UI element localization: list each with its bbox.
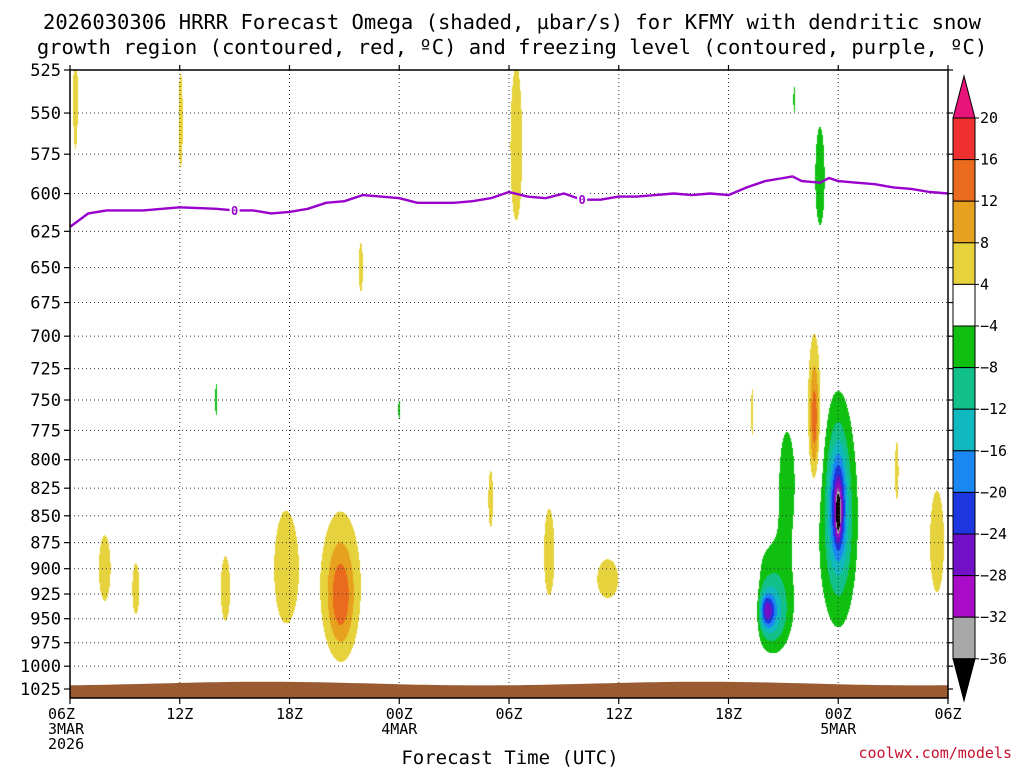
x-tick-label: 18Z — [715, 705, 742, 723]
colorbar-bin — [952, 283, 976, 327]
colorbar-bin — [952, 159, 976, 202]
chart-title-line-1: 2026030306 HRRR Forecast Omega (shaded, … — [43, 10, 982, 34]
y-tick-label: 575 — [30, 145, 61, 165]
ground-surface-fill — [70, 681, 948, 698]
colorbar-top-arrow — [952, 74, 976, 119]
y-tick-label: 550 — [30, 104, 61, 124]
freezing-level-label: 0 — [231, 204, 238, 218]
y-tick-label: 875 — [30, 534, 61, 554]
colorbar-label: −12 — [980, 400, 1007, 418]
omega-shaded-field — [70, 70, 948, 698]
x-tick-label: 3MAR — [48, 720, 85, 738]
y-tick-label: 675 — [30, 294, 61, 314]
y-tick-label: 900 — [30, 560, 61, 580]
colorbar-bin — [952, 616, 976, 660]
colorbar-label: 20 — [980, 109, 998, 127]
freezing-label-bg — [577, 192, 588, 207]
colorbar-label: −20 — [980, 483, 1007, 501]
y-tick-label: 925 — [30, 585, 61, 605]
y-tick-label: 775 — [30, 421, 61, 441]
colorbar-bin — [952, 200, 976, 244]
chart-title-line-2: growth region (contoured, red, ºC) and f… — [37, 35, 987, 59]
y-tick-label: 800 — [30, 451, 61, 471]
colorbar-label: 8 — [980, 234, 989, 252]
x-tick-label: 00Z — [825, 705, 852, 723]
x-tick-label: 12Z — [605, 705, 632, 723]
omega-colorbar: 20 16 12 8 4 −4 −8 −12 −16 −20 −24 −28 −32 −36 — [952, 74, 1007, 703]
colorbar-bin — [952, 325, 976, 369]
freezing-level-contour: 00 — [70, 175, 948, 228]
colorbar-bin — [952, 491, 976, 535]
freezing-level-line — [70, 175, 948, 228]
source-credit: coolwx.com/models — [858, 744, 1012, 762]
colorbar-bottom-arrow — [952, 658, 976, 703]
x-tick-label: 4MAR — [381, 720, 418, 738]
colorbar-label: −32 — [980, 608, 1007, 626]
x-tick-label: 06Z — [934, 705, 961, 723]
y-tick-label: 950 — [30, 610, 61, 630]
y-tick-label: 850 — [30, 507, 61, 527]
colorbar-label: 12 — [980, 192, 998, 210]
ground-surface — [70, 681, 948, 698]
colorbar-label: −28 — [980, 567, 1007, 585]
y-tick-label: 825 — [30, 479, 61, 499]
colorbar-bin — [952, 367, 976, 410]
x-tick-label: 12Z — [166, 705, 193, 723]
colorbar-label: −8 — [980, 359, 998, 377]
x-tick-label: 18Z — [276, 705, 303, 723]
colorbar-bin — [952, 575, 976, 618]
pressure-axis: 525 550 575 600 625 650 675 700 725 750 775 800 825 8… — [20, 61, 953, 700]
y-tick-label: 525 — [30, 61, 61, 81]
colorbar-bin — [952, 242, 976, 285]
colorbar-bin — [952, 450, 976, 493]
colorbar-bin — [952, 408, 976, 452]
y-tick-label: 600 — [30, 185, 61, 205]
x-axis-title: Forecast Time (UTC) — [401, 747, 618, 768]
colorbar-label: 4 — [980, 275, 989, 293]
x-tick-label: 06Z — [48, 705, 75, 723]
x-tick-label: 2026 — [48, 735, 84, 753]
colorbar-label: −24 — [980, 525, 1007, 543]
colorbar-bin — [952, 533, 976, 577]
colorbar-label: 16 — [980, 151, 998, 169]
y-tick-label: 975 — [30, 634, 61, 654]
y-tick-label: 625 — [30, 222, 61, 242]
x-tick-label: 06Z — [495, 705, 522, 723]
x-tick-label: 5MAR — [820, 720, 857, 738]
x-tick-label: 00Z — [386, 705, 413, 723]
y-tick-label: 700 — [30, 327, 61, 347]
y-tick-label: 725 — [30, 360, 61, 380]
y-tick-label: 1000 — [20, 657, 61, 677]
y-tick-label: 1025 — [20, 680, 61, 700]
colorbar-label: −16 — [980, 442, 1007, 460]
y-tick-label: 650 — [30, 259, 61, 279]
freezing-level-label: 0 — [579, 193, 586, 207]
colorbar-bin — [952, 117, 976, 161]
colorbar-label: −36 — [980, 650, 1007, 668]
y-tick-label: 750 — [30, 391, 61, 411]
colorbar-label: −4 — [980, 317, 998, 335]
freezing-label-bg — [229, 203, 240, 218]
